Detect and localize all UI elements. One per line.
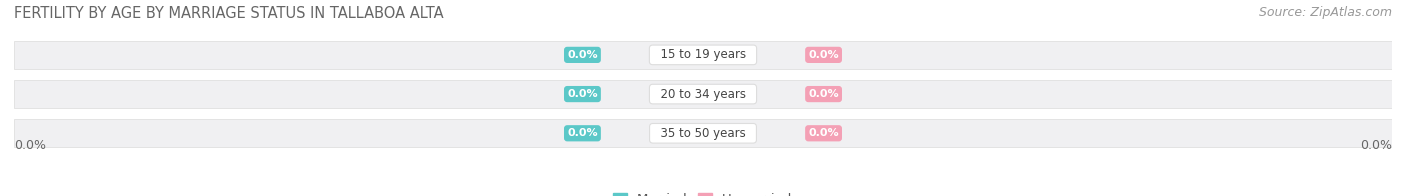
Text: 35 to 50 years: 35 to 50 years xyxy=(652,127,754,140)
Text: FERTILITY BY AGE BY MARRIAGE STATUS IN TALLABOA ALTA: FERTILITY BY AGE BY MARRIAGE STATUS IN T… xyxy=(14,6,444,21)
Text: 0.0%: 0.0% xyxy=(808,128,839,138)
Text: 0.0%: 0.0% xyxy=(567,50,598,60)
Text: 0.0%: 0.0% xyxy=(567,128,598,138)
Text: Source: ZipAtlas.com: Source: ZipAtlas.com xyxy=(1258,6,1392,19)
Text: 15 to 19 years: 15 to 19 years xyxy=(652,48,754,61)
Bar xyxy=(14,80,1392,108)
Text: 0.0%: 0.0% xyxy=(567,89,598,99)
Bar xyxy=(14,41,1392,69)
Text: 0.0%: 0.0% xyxy=(1360,140,1392,152)
Text: 0.0%: 0.0% xyxy=(808,89,839,99)
Bar xyxy=(14,119,1392,147)
Legend: Married, Unmarried: Married, Unmarried xyxy=(609,187,797,196)
Text: 0.0%: 0.0% xyxy=(808,50,839,60)
Text: 20 to 34 years: 20 to 34 years xyxy=(652,88,754,101)
Text: 0.0%: 0.0% xyxy=(14,140,46,152)
